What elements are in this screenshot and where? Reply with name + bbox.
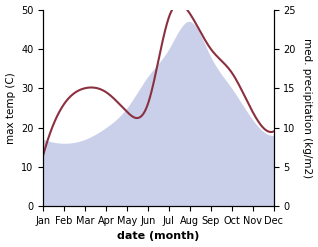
X-axis label: date (month): date (month) <box>117 231 200 242</box>
Y-axis label: med. precipitation (kg/m2): med. precipitation (kg/m2) <box>302 38 313 178</box>
Y-axis label: max temp (C): max temp (C) <box>5 72 16 144</box>
